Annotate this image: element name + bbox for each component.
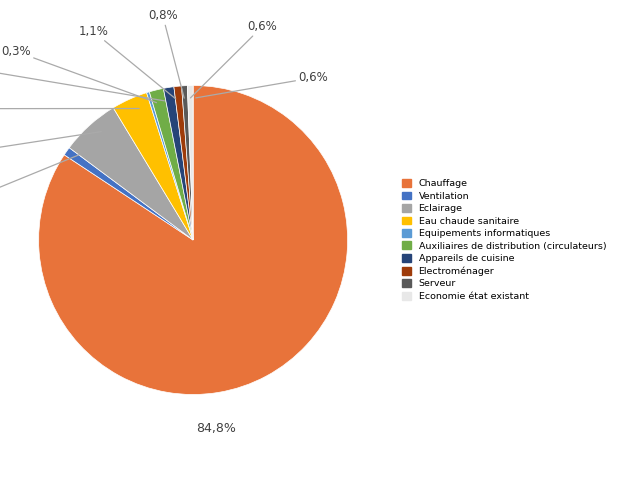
Wedge shape [188, 85, 193, 240]
Wedge shape [174, 86, 193, 240]
Text: 0,6%: 0,6% [196, 71, 328, 98]
Text: 0,6%: 0,6% [191, 20, 277, 98]
Text: 84,8%: 84,8% [196, 422, 236, 435]
Text: 0,3%: 0,3% [1, 45, 156, 103]
Wedge shape [181, 85, 193, 240]
Wedge shape [69, 108, 193, 240]
Text: 1,5%: 1,5% [0, 63, 164, 101]
Wedge shape [163, 87, 193, 240]
Wedge shape [113, 93, 193, 240]
Text: 0,8%: 0,8% [148, 10, 184, 98]
Text: 6,2%: 6,2% [0, 132, 101, 163]
Wedge shape [150, 88, 193, 240]
Wedge shape [146, 92, 193, 240]
Text: 1,1%: 1,1% [78, 25, 176, 99]
Wedge shape [64, 148, 193, 240]
Legend: Chauffage, Ventilation, Eclairage, Eau chaude sanitaire, Equipements informatiqu: Chauffage, Ventilation, Eclairage, Eau c… [399, 176, 609, 304]
Text: 0,9%: 0,9% [0, 155, 80, 219]
Wedge shape [39, 85, 348, 395]
Text: 3,8%: 3,8% [0, 102, 139, 115]
